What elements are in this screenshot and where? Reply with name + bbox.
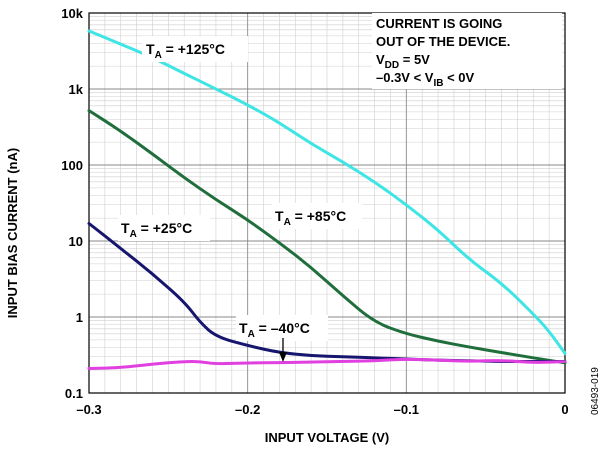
annotation-bg xyxy=(372,13,562,89)
x-tick-labels: –0.3 –0.2 –0.1 0 xyxy=(76,402,568,417)
x-tick-label: –0.2 xyxy=(235,402,260,417)
x-tick-label: 0 xyxy=(561,402,568,417)
y-tick-label: 100 xyxy=(61,158,83,173)
x-tick-label: –0.1 xyxy=(394,402,419,417)
plot-frame xyxy=(88,12,566,394)
label-bg-125 xyxy=(142,36,248,62)
label-bg-85 xyxy=(272,203,362,229)
series-line-0 xyxy=(87,29,567,356)
label-bg-m40 xyxy=(236,315,328,341)
label-ta-125: TA = +125°C xyxy=(146,41,225,61)
label-ta-minus-40: TA = –40°C xyxy=(239,320,310,340)
curves xyxy=(87,29,567,370)
annotation-line-4: –0.3V < VIB < 0V xyxy=(376,70,475,89)
figure-id: 06493-019 xyxy=(590,367,601,415)
label-bg-25 xyxy=(118,215,210,241)
y-tick-label: 1k xyxy=(69,82,84,97)
x-tick-label: –0.3 xyxy=(76,402,101,417)
y-tick-label: 1 xyxy=(76,310,83,325)
y-tick-label: 0.1 xyxy=(65,386,83,401)
series-line-3 xyxy=(87,357,567,370)
label-ta-85: TA = +85°C xyxy=(275,208,346,228)
label-ta-25: TA = +25°C xyxy=(121,220,192,240)
annotation-line-1: CURRENT IS GOING xyxy=(376,16,502,31)
y-tick-labels: 0.1 1 10 100 1k 10k xyxy=(61,6,83,401)
series-line-1 xyxy=(87,109,567,365)
y-tick-label: 10 xyxy=(69,234,83,249)
annotation-line-2: OUT OF THE DEVICE. xyxy=(376,34,510,49)
x-axis-title: INPUT VOLTAGE (V) xyxy=(265,430,389,445)
y-axis-title: INPUT BIAS CURRENT (nA) xyxy=(5,148,20,318)
y-tick-label: 10k xyxy=(61,6,83,21)
annotation-line-3: VDD = 5V xyxy=(376,52,430,71)
pointer-arrow xyxy=(279,338,287,362)
